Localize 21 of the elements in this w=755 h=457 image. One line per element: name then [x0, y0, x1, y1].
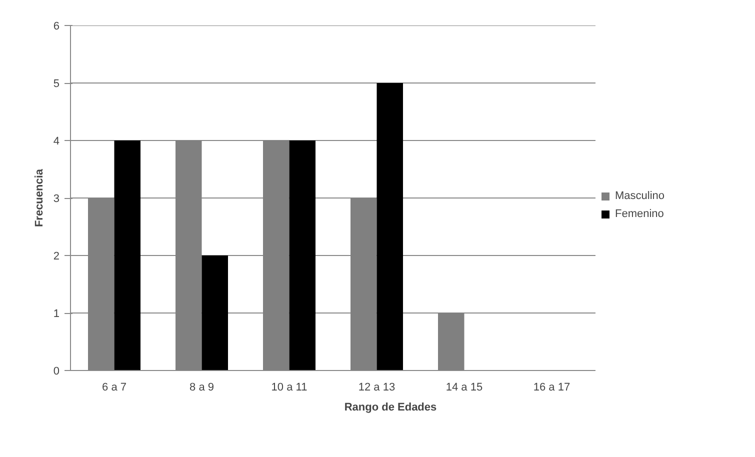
y-tick-label: 1	[53, 308, 60, 320]
x-axis-title: Rango de Edades	[344, 402, 437, 414]
x-tick-label: 8 a 9	[190, 382, 214, 394]
x-tick-label: 12 a 13	[358, 382, 396, 394]
y-tick-label: 4	[53, 136, 60, 148]
x-tick-label: 14 a 15	[446, 382, 483, 394]
bar	[376, 83, 403, 370]
y-tick-label: 0	[53, 366, 60, 378]
y-tick-label: 6	[53, 20, 60, 32]
legend-label: Femenino	[615, 208, 664, 220]
bar	[202, 256, 228, 370]
x-tick-label: 6 a 7	[102, 382, 126, 394]
y-tick-label: 3	[53, 193, 60, 205]
legend-label: Masculino	[615, 190, 665, 202]
bar	[114, 140, 140, 370]
x-tick-label: 16 a 17	[533, 382, 570, 394]
y-tick-label: 5	[53, 78, 60, 90]
x-tick-label: 10 a 11	[271, 382, 308, 394]
y-tick-label: 2	[53, 250, 60, 262]
bar	[289, 140, 316, 370]
y-axis-title: Frecuencia	[33, 168, 46, 228]
